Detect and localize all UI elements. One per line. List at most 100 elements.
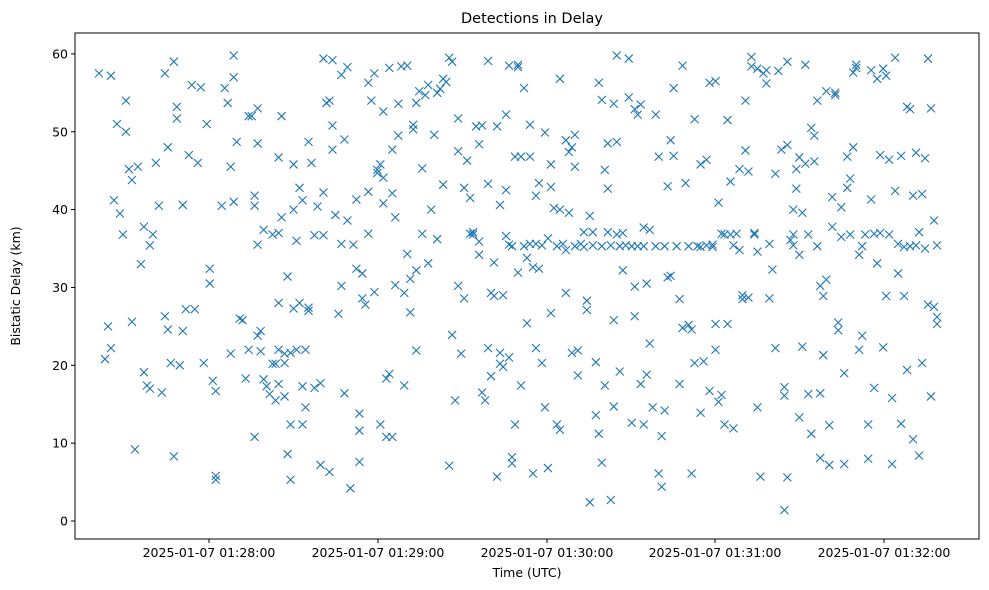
scatter-point — [794, 250, 804, 260]
scatter-point — [899, 291, 909, 301]
scatter-point — [570, 241, 580, 251]
scatter-point — [444, 53, 454, 63]
scatter-point — [854, 250, 864, 260]
scatter-point — [384, 369, 394, 379]
scatter-point — [773, 66, 783, 76]
scatter-point — [328, 55, 337, 65]
scatter-point — [205, 264, 215, 274]
scatter-point — [597, 241, 607, 251]
scatter-point — [932, 241, 942, 250]
scatter-point — [205, 279, 215, 288]
scatter-point — [546, 160, 556, 169]
scatter-points — [94, 51, 942, 515]
scatter-point — [842, 152, 852, 162]
scatter-point — [570, 162, 580, 172]
scatter-point — [779, 382, 789, 392]
scatter-point — [791, 184, 801, 193]
x-axis-label: Time (UTC) — [491, 565, 561, 580]
scatter-point — [839, 459, 849, 469]
scatter-point — [462, 156, 472, 165]
scatter-point — [630, 282, 640, 292]
scatter-point — [375, 420, 385, 429]
scatter-point — [519, 83, 529, 93]
scatter-point — [175, 360, 185, 370]
scatter-point — [381, 374, 391, 383]
plot-area — [75, 33, 979, 539]
scatter-point — [779, 391, 789, 401]
scatter-point — [732, 229, 741, 239]
scatter-point — [890, 186, 900, 196]
scatter-point — [857, 241, 867, 251]
x-tick-label: 2025-01-07 01:29:00 — [312, 545, 445, 560]
scatter-point — [741, 96, 750, 105]
scatter-point — [495, 200, 505, 210]
scatter-point — [109, 195, 119, 205]
scatter-point — [328, 121, 337, 130]
scatter-point — [797, 342, 807, 352]
scatter-point — [537, 241, 547, 250]
x-tick-label: 2025-01-07 01:31:00 — [649, 545, 782, 560]
scatter-point — [349, 240, 358, 250]
scatter-point — [432, 234, 442, 244]
scatter-point — [782, 140, 792, 150]
scatter-point — [313, 202, 322, 211]
scatter-point — [160, 68, 170, 78]
scatter-point — [633, 110, 643, 120]
scatter-point — [815, 388, 825, 398]
scatter-point — [905, 104, 915, 114]
scatter-point — [292, 345, 301, 355]
scatter-point — [274, 228, 283, 238]
scatter-point — [765, 239, 774, 249]
scatter-point — [250, 432, 260, 442]
scatter-point — [627, 418, 637, 428]
scatter-point — [815, 453, 825, 463]
scatter-point — [513, 268, 523, 278]
scatter-point — [414, 86, 424, 96]
scatter-point — [477, 121, 487, 130]
scatter-point — [157, 388, 167, 397]
scatter-point — [603, 227, 613, 237]
scatter-point — [253, 104, 263, 113]
scatter-point — [923, 54, 933, 63]
scatter-point — [393, 99, 403, 109]
scatter-point — [489, 258, 499, 267]
scatter-point — [785, 235, 795, 245]
scatter-point — [555, 425, 565, 435]
scatter-point — [286, 420, 295, 429]
scatter-point — [573, 346, 583, 355]
scatter-point — [534, 264, 544, 274]
scatter-point — [420, 90, 430, 100]
scatter-point — [354, 409, 364, 418]
scatter-point — [106, 71, 116, 81]
scatter-point — [310, 383, 319, 393]
scatter-point — [106, 343, 116, 353]
scatter-point — [696, 242, 705, 252]
scatter-point — [492, 121, 502, 131]
scatter-point — [474, 237, 484, 246]
scatter-point — [648, 402, 658, 412]
scatter-point — [884, 230, 894, 239]
scatter-point — [717, 229, 726, 239]
x-tick-label: 2025-01-07 01:28:00 — [143, 545, 276, 560]
scatter-point — [253, 331, 263, 341]
scatter-point — [121, 127, 131, 137]
scatter-point — [229, 51, 239, 60]
scatter-point — [863, 420, 873, 429]
scatter-point — [735, 164, 744, 174]
scatter-point — [184, 150, 194, 160]
scatter-point — [229, 72, 239, 82]
scatter-point — [256, 346, 266, 356]
scatter-point — [369, 287, 379, 297]
scatter-point — [166, 358, 176, 368]
scatter-point — [253, 139, 263, 148]
scatter-point — [124, 164, 134, 174]
scatter-point — [594, 78, 604, 88]
scatter-point — [684, 320, 693, 330]
scatter-point — [705, 386, 714, 396]
scatter-point — [271, 395, 280, 405]
scatter-point — [848, 142, 858, 152]
scatter-point — [402, 249, 412, 259]
scatter-point — [426, 205, 436, 214]
scatter-point — [277, 111, 286, 121]
scatter-point — [561, 288, 571, 298]
